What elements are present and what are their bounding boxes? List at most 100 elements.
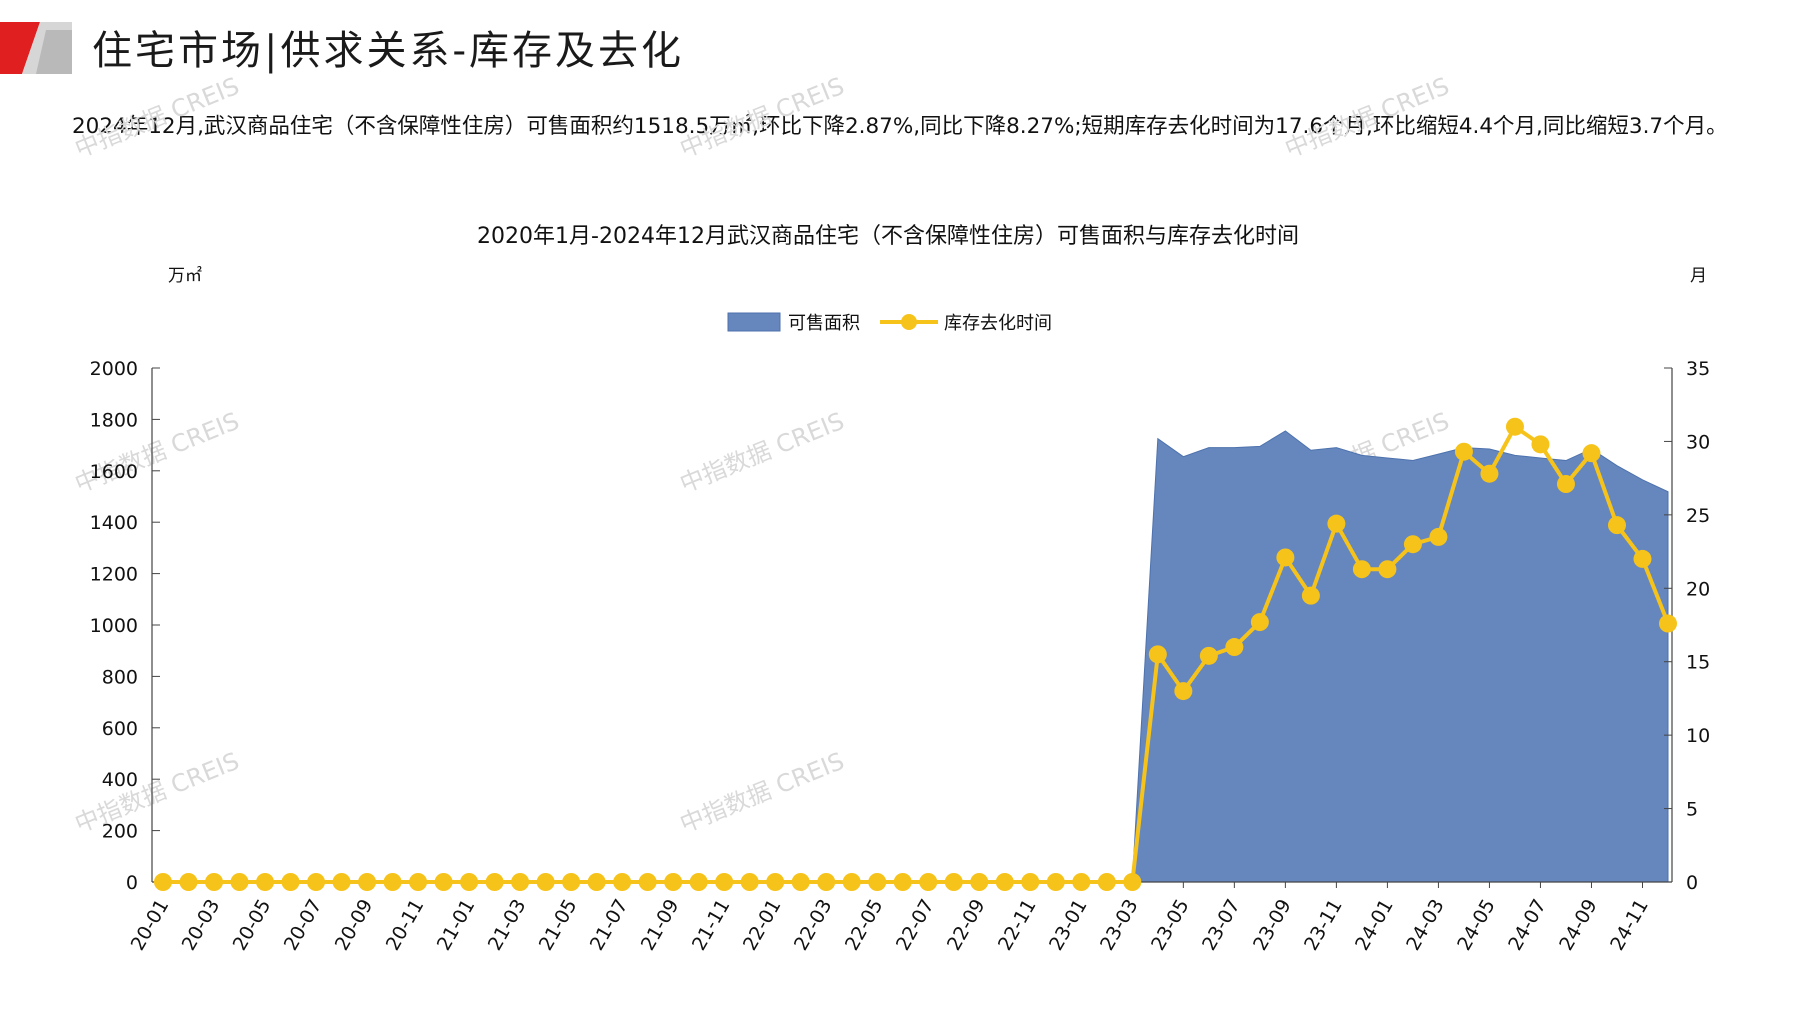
legend-label-area: 可售面积 [788, 313, 860, 334]
y-left-tick-label: 400 [102, 769, 138, 791]
y-right-tick-label: 0 [1686, 872, 1698, 894]
y-right-tick-label: 10 [1686, 725, 1710, 747]
y-right-tick-label: 20 [1686, 578, 1710, 600]
line-point-23-08 [1250, 613, 1269, 632]
line-point-23-04 [1148, 645, 1167, 664]
y-right-tick-label: 25 [1686, 505, 1710, 527]
line-point-23-12 [1352, 560, 1371, 579]
x-tick-label: 24-11 [1606, 896, 1653, 955]
legend-line-marker [901, 314, 917, 330]
x-tick-label: 20-05 [229, 896, 276, 955]
line-point-21-07 [613, 873, 632, 891]
line-point-23-05 [1174, 682, 1193, 701]
line-point-23-03 [1123, 873, 1142, 891]
x-tick-label: 23-07 [1198, 896, 1245, 955]
line-point-21-09 [664, 873, 683, 891]
x-tick-label: 23-05 [1147, 896, 1194, 955]
line-point-20-09 [358, 873, 377, 891]
watermark-text: 中指数据 CREIS [676, 747, 848, 838]
line-point-23-09 [1276, 548, 1295, 567]
line-point-20-04 [230, 873, 249, 891]
line-point-20-08 [332, 873, 351, 891]
plot-area: 0 200 400 600 800 1000 1200 1400 1600 1800 2000 0 5 1… [90, 358, 1711, 954]
y-left-tick-label: 600 [102, 718, 138, 740]
line-point-24-07 [1531, 435, 1550, 454]
x-tick-label: 20-03 [178, 896, 225, 955]
x-tick-label: 22-09 [943, 896, 990, 955]
y-right-unit: 月 [1690, 266, 1707, 286]
y-left-tick-label: 800 [102, 666, 138, 688]
line-point-24-12 [1659, 614, 1677, 633]
line-point-22-07 [919, 873, 938, 891]
line-point-24-04 [1454, 442, 1473, 461]
line-point-22-08 [944, 873, 963, 891]
line-point-24-09 [1582, 444, 1601, 463]
line-point-22-02 [791, 873, 810, 891]
x-tick-label: 21-01 [433, 896, 480, 955]
brand-logo-icon [0, 22, 72, 74]
x-tick-label: 21-09 [637, 896, 684, 955]
line-point-23-07 [1225, 638, 1244, 657]
chart-title: 2020年1月-2024年12月武汉商品住宅（不含保障性住房）可售面积与库存去化… [477, 224, 1299, 249]
line-point-24-02 [1403, 535, 1422, 554]
x-tick-label: 20-09 [331, 896, 378, 955]
y-left-tick-label: 2000 [90, 358, 138, 380]
x-tick-label: 23-01 [1045, 896, 1092, 955]
y-right-tick-label: 15 [1686, 652, 1710, 674]
x-tick-label: 22-07 [892, 896, 939, 955]
line-point-24-10 [1607, 516, 1626, 535]
logo-gray-shade [36, 30, 72, 74]
line-point-21-04 [536, 873, 555, 891]
x-tick-label: 20-07 [280, 896, 327, 955]
y-left-tick-label: 0 [126, 872, 138, 894]
line-point-20-11 [409, 873, 428, 891]
area-series-可售面积 [163, 430, 1669, 883]
y-right-tick-label: 35 [1686, 358, 1710, 380]
line-point-22-03 [817, 873, 836, 891]
x-tick-label: 24-07 [1504, 896, 1551, 955]
watermark-text: 中指数据 CREIS [1281, 72, 1453, 163]
line-point-24-08 [1556, 475, 1575, 494]
line-point-22-09 [970, 873, 989, 891]
page-title: 住宅市场|供求关系-库存及去化 [92, 28, 684, 74]
x-tick-label: 24-05 [1453, 896, 1500, 955]
x-tick-label: 21-07 [586, 896, 633, 955]
y-right-tick-label: 30 [1686, 431, 1710, 453]
watermark-text: 中指数据 CREIS [71, 72, 243, 163]
x-tick-label: 24-01 [1351, 896, 1398, 955]
y-left-tick-label: 1000 [90, 615, 138, 637]
line-point-23-10 [1301, 586, 1320, 605]
line-point-24-03 [1429, 527, 1448, 546]
line-point-24-06 [1505, 417, 1524, 436]
x-tick-label: 20-11 [382, 896, 429, 955]
summary-text: 2024年12月,武汉商品住宅（不含保障性住房）可售面积约1518.5万㎡,环比… [72, 114, 1728, 139]
x-tick-label: 20-01 [127, 896, 174, 955]
x-tick-label: 21-03 [484, 896, 531, 955]
line-point-21-06 [587, 873, 606, 891]
line-point-21-08 [638, 873, 657, 891]
line-point-20-07 [307, 873, 326, 891]
x-tick-label: 22-03 [790, 896, 837, 955]
x-tick-label: 21-11 [688, 896, 735, 955]
line-point-23-11 [1327, 514, 1346, 533]
y-left-tick-label: 1800 [90, 409, 138, 431]
line-point-21-01 [460, 873, 479, 891]
line-point-20-01 [154, 873, 172, 891]
x-tick-label: 22-11 [994, 896, 1041, 955]
line-point-24-01 [1378, 560, 1397, 579]
y-left-tick-label: 1400 [90, 512, 138, 534]
line-point-20-05 [256, 873, 275, 891]
line-point-23-01 [1072, 873, 1091, 891]
line-point-22-01 [766, 873, 785, 891]
line-point-22-11 [1021, 873, 1040, 891]
line-point-20-02 [179, 873, 198, 891]
legend-label-line: 库存去化时间 [944, 313, 1052, 334]
line-point-24-11 [1633, 549, 1652, 568]
x-tick-label: 21-05 [535, 896, 582, 955]
y-left-tick-label: 1200 [90, 564, 138, 586]
line-point-23-02 [1097, 873, 1116, 891]
watermark-text: 中指数据 CREIS [676, 72, 848, 163]
legend-area-swatch [727, 312, 781, 332]
line-point-21-11 [715, 873, 734, 891]
x-tick-label: 24-03 [1402, 896, 1449, 955]
